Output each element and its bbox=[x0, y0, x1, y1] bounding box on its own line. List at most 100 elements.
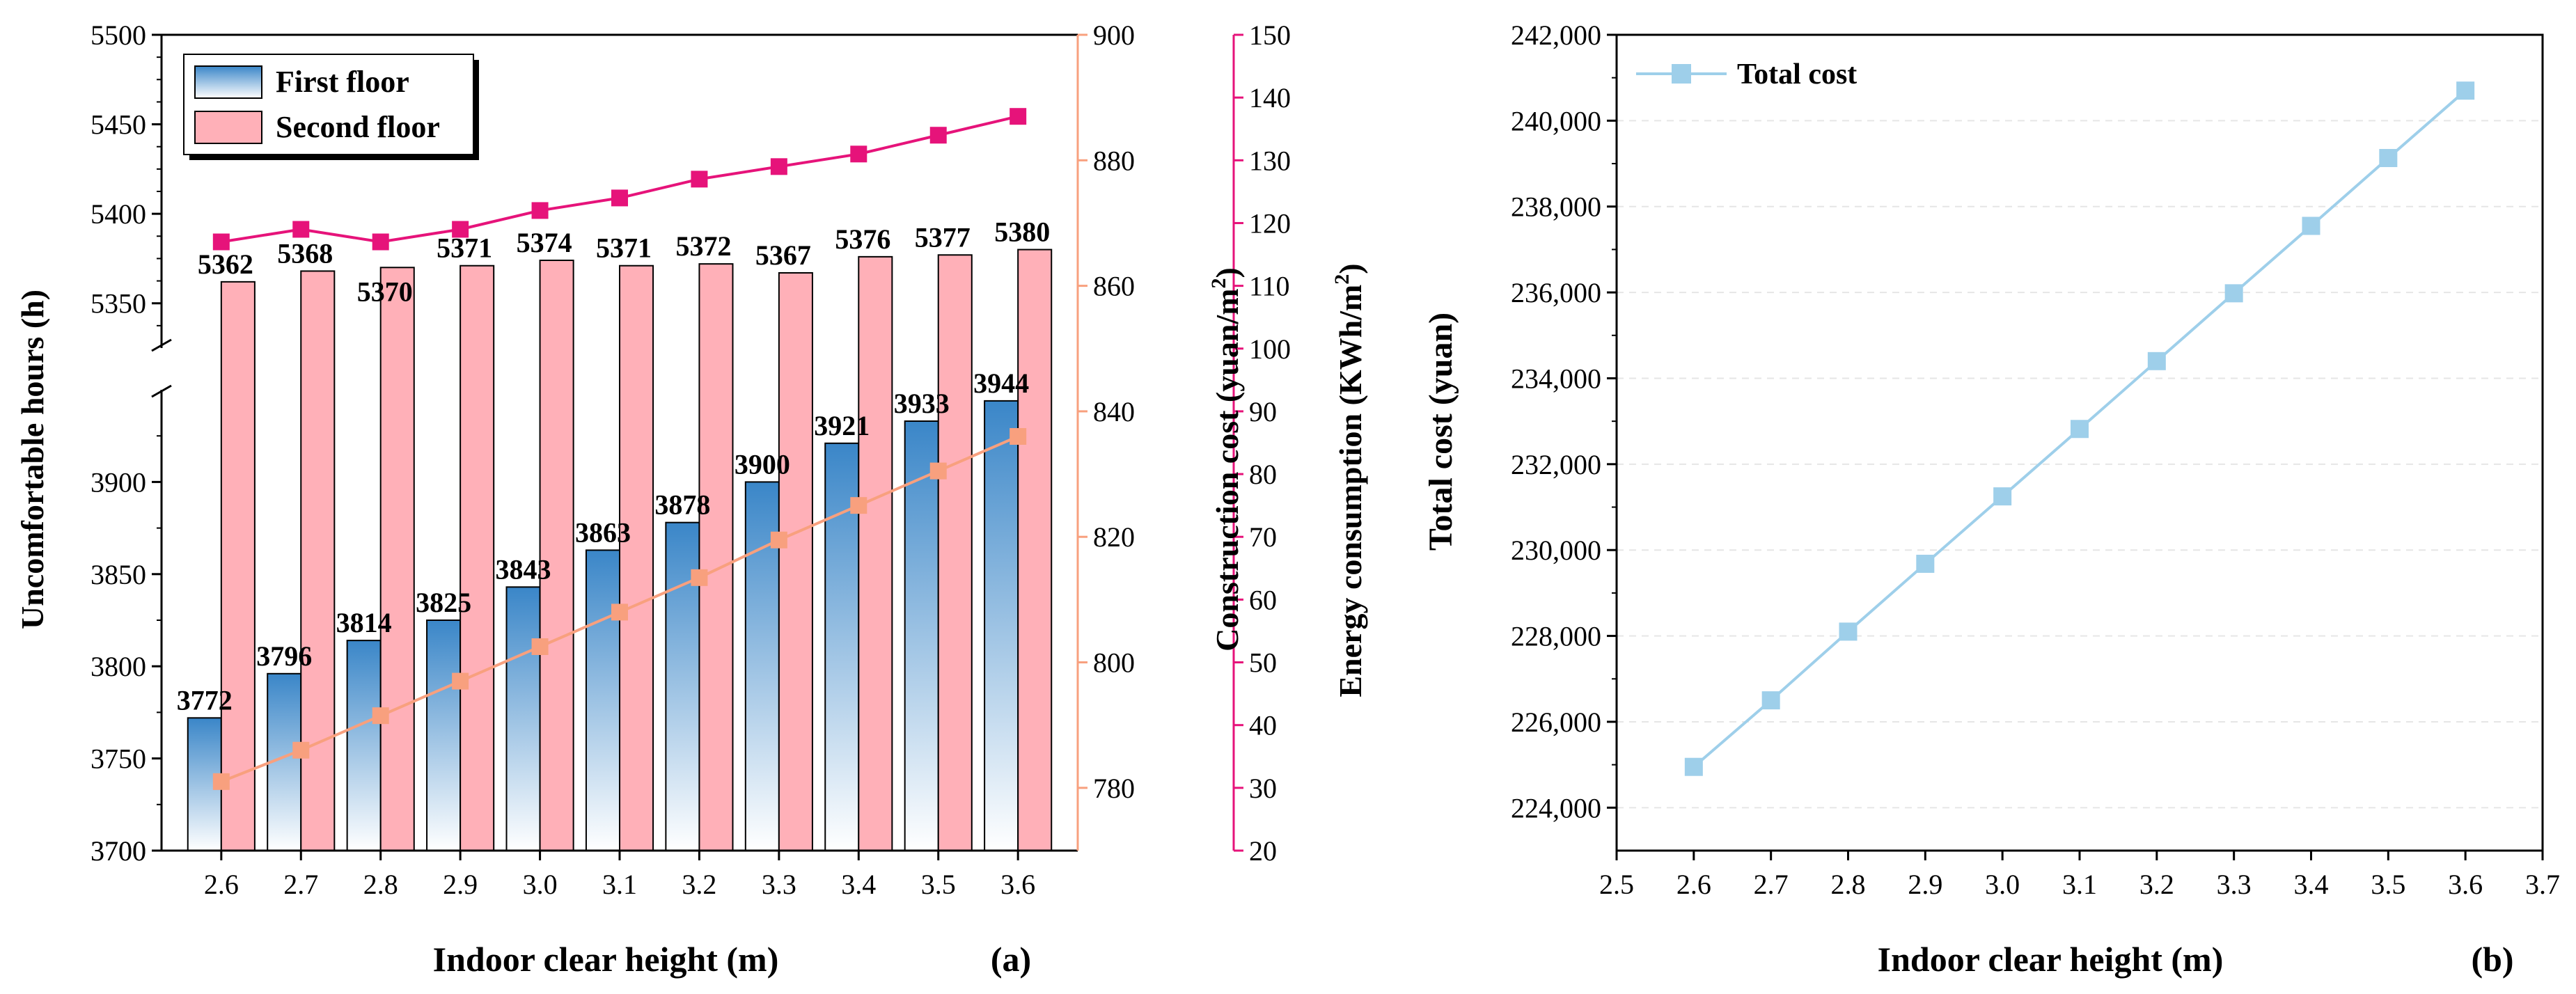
a-xtick-label: 2.9 bbox=[443, 869, 478, 900]
a-energy-tick-label: 40 bbox=[1249, 710, 1277, 741]
total-cost-point bbox=[2302, 216, 2320, 235]
b-frame bbox=[1615, 33, 2544, 852]
energy-consumption-point bbox=[929, 127, 947, 144]
b-ytick-label: 234,000 bbox=[1511, 363, 1601, 394]
construction-cost-point bbox=[372, 707, 389, 725]
bar-second-floor bbox=[539, 260, 574, 851]
a-energy-tick-label: 140 bbox=[1249, 82, 1291, 113]
energy-consumption-point bbox=[452, 221, 469, 238]
construction-cost-point bbox=[452, 672, 469, 690]
energy-consumption-point bbox=[372, 233, 389, 251]
b-xtick-label: 2.7 bbox=[1754, 869, 1789, 900]
a-ytick-label: 3800 bbox=[91, 651, 146, 682]
construction-cost-point bbox=[770, 531, 787, 549]
b-xtick-label: 3.0 bbox=[1985, 869, 2020, 900]
total-cost-point bbox=[1916, 554, 1935, 573]
a-ytick-label: 3700 bbox=[91, 835, 146, 867]
bar-label-second-floor: 5380 bbox=[994, 216, 1050, 248]
a-energy-tick-label: 50 bbox=[1249, 647, 1277, 679]
b-xtick-label: 2.6 bbox=[1676, 869, 1711, 900]
bar-label-second-floor: 5368 bbox=[277, 237, 333, 269]
energy-consumption-point bbox=[850, 145, 867, 163]
b-xtick-label: 2.5 bbox=[1599, 869, 1634, 900]
bar-second-floor bbox=[937, 254, 973, 851]
b-xlabel: Indoor clear height (m) bbox=[1878, 940, 2224, 979]
bar-label-first-floor: 3863 bbox=[575, 516, 631, 548]
legend-swatch-second-floor bbox=[194, 111, 262, 144]
bar-label-first-floor: 3843 bbox=[496, 553, 551, 585]
construction-cost-point bbox=[212, 773, 230, 790]
b-xtick-label: 3.4 bbox=[2294, 869, 2329, 900]
a-energy-tick-label: 110 bbox=[1249, 271, 1290, 302]
energy-consumption-point bbox=[611, 189, 628, 207]
a-construction-tick-label: 900 bbox=[1093, 19, 1135, 51]
a-construction-tick-label: 860 bbox=[1093, 271, 1135, 302]
b-ylabel: Total cost (yuan) bbox=[1422, 313, 1459, 551]
b-xtick-label: 3.3 bbox=[2217, 869, 2252, 900]
bar-second-floor bbox=[460, 265, 495, 851]
construction-cost-point bbox=[929, 462, 947, 480]
a-construction-tick-label: 800 bbox=[1093, 647, 1135, 679]
bar-label-second-floor: 5377 bbox=[915, 221, 971, 253]
bar-label-first-floor: 3900 bbox=[735, 448, 790, 480]
a-construction-tick-label: 840 bbox=[1093, 396, 1135, 427]
a-lines-group bbox=[212, 108, 1027, 790]
energy-consumption-point bbox=[531, 202, 549, 219]
a-axes-group: 3700375038003850390053505400545055003700… bbox=[91, 19, 1291, 900]
a-energy-tick-label: 20 bbox=[1249, 835, 1277, 867]
bar-first-floor bbox=[346, 640, 382, 851]
b-panel-label: (b) bbox=[2471, 940, 2513, 979]
energy-consumption-point bbox=[212, 233, 230, 251]
total-cost-point bbox=[1761, 691, 1780, 710]
bar-first-floor bbox=[585, 549, 620, 851]
bar-second-floor bbox=[778, 272, 813, 851]
energy-consumption-point bbox=[292, 221, 310, 238]
b-ytick-label: 226,000 bbox=[1511, 707, 1601, 738]
legend-swatch-first-floor bbox=[194, 65, 262, 99]
a-ytick-label: 3850 bbox=[91, 559, 146, 590]
a-bar-labels-group: 3772 3796 3814 3825 3843 3863 3878 3900 3921 3933… bbox=[177, 216, 1050, 716]
a-energy-axis-label: Energy consumption (KWh/m2) bbox=[1330, 263, 1368, 697]
legend-marker-total-cost bbox=[1672, 64, 1691, 84]
a-legend: First floor Second floor bbox=[183, 54, 479, 160]
a-xtick-label: 2.8 bbox=[363, 869, 398, 900]
construction-cost-point bbox=[1010, 427, 1027, 445]
b-xtick-label: 2.9 bbox=[1908, 869, 1942, 900]
total-cost-point bbox=[2379, 149, 2398, 168]
a-bars-group bbox=[187, 248, 1053, 852]
a-xtick-label: 3.1 bbox=[602, 869, 637, 900]
bar-first-floor bbox=[904, 420, 939, 851]
bar-label-first-floor: 3796 bbox=[256, 640, 312, 672]
bar-label-second-floor: 5362 bbox=[198, 248, 253, 280]
bar-label-second-floor: 5367 bbox=[755, 239, 811, 271]
a-ytick-label: 3900 bbox=[91, 466, 146, 498]
a-panel-label: (a) bbox=[991, 940, 1031, 979]
bar-second-floor bbox=[1017, 248, 1053, 852]
a-xtick-label: 2.6 bbox=[204, 869, 239, 900]
a-ytick-label: 3700 bbox=[91, 835, 146, 867]
a-xtick-label: 3.6 bbox=[1000, 869, 1035, 900]
bar-label-second-floor: 5374 bbox=[517, 227, 572, 258]
total-cost-point bbox=[2147, 352, 2166, 370]
legend-label-total-cost: Total cost bbox=[1737, 58, 1857, 90]
b-ytick-label: 224,000 bbox=[1511, 792, 1601, 823]
total-cost-point bbox=[2071, 420, 2089, 439]
bar-label-second-floor: 5370 bbox=[357, 276, 413, 307]
a-energy-tick-label: 120 bbox=[1249, 207, 1291, 239]
a-energy-tick-label: 100 bbox=[1249, 333, 1291, 365]
construction-cost-point bbox=[292, 741, 310, 759]
bar-second-floor bbox=[300, 270, 336, 851]
a-ytick-label: 5400 bbox=[91, 198, 146, 230]
legend-label-second-floor: Second floor bbox=[276, 110, 440, 144]
b-ytick-label: 240,000 bbox=[1511, 105, 1601, 136]
chart-b: 2.5 2.6 2.7 2.8 2.9 3.0 3.1 3.2 3.3 3.4 3.5 3.6 3.7 2… bbox=[1422, 19, 2560, 979]
a-ylabel: Uncomfortable hours (h) bbox=[15, 290, 50, 629]
construction-cost-point bbox=[691, 569, 708, 586]
b-ytick-label: 242,000 bbox=[1511, 19, 1601, 51]
construction-cost-point bbox=[850, 497, 867, 514]
a-energy-tick-label: 90 bbox=[1249, 396, 1277, 427]
a-xtick-label: 3.2 bbox=[682, 869, 716, 900]
a-energy-tick-label: 70 bbox=[1249, 521, 1277, 553]
a-xtick-label: 3.3 bbox=[762, 869, 796, 900]
